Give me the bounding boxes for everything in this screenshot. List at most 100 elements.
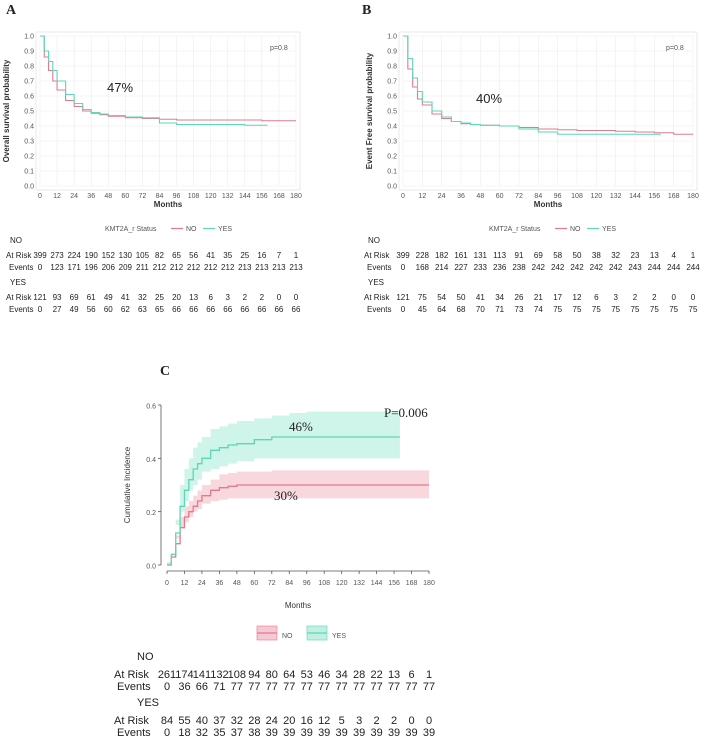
risk-at-risk-value: 13 [388, 669, 400, 681]
risk-at-risk-value: 25 [155, 293, 164, 302]
ci-band-no [167, 470, 429, 565]
risk-events-value: 45 [418, 305, 427, 314]
risk-events-value: 212 [170, 263, 184, 272]
series-line-no [40, 35, 296, 122]
risk-at-risk-value: 399 [396, 251, 410, 260]
percent-annotation-yes: 46% [289, 419, 313, 434]
risk-row-label: Events [9, 305, 33, 314]
x-tick-label: 60 [121, 193, 129, 200]
risk-at-risk-value: 5 [339, 715, 345, 727]
risk-group-name: YES [10, 278, 26, 287]
legend-label-no: NO [282, 633, 293, 640]
risk-events-value: 64 [437, 305, 446, 314]
risk-events-value: 75 [553, 305, 562, 314]
risk-events-value: 206 [102, 263, 116, 272]
risk-at-risk-value: 0 [277, 293, 282, 302]
risk-events-value: 77 [370, 681, 382, 693]
y-axis-title: Cumulative Incidence [123, 446, 132, 523]
risk-at-risk-value: 46 [318, 669, 330, 681]
x-tick-label: 168 [406, 580, 418, 587]
risk-events-value: 65 [155, 305, 164, 314]
x-tick-label: 48 [104, 193, 112, 200]
risk-events-value: 0 [164, 681, 170, 693]
y-tick-label: 0.3 [24, 139, 34, 146]
risk-at-risk-value: 152 [102, 251, 116, 260]
risk-events-value: 242 [570, 263, 584, 272]
risk-events-value: 244 [686, 263, 700, 272]
risk-at-risk-value: 49 [104, 293, 113, 302]
risk-events-value: 244 [648, 263, 662, 272]
risk-row-label: Events [117, 727, 151, 739]
risk-events-value: 77 [405, 681, 417, 693]
risk-events-value: 27 [53, 305, 62, 314]
risk-events-value: 66 [240, 305, 249, 314]
y-tick-label: 0.2 [387, 154, 397, 161]
risk-at-risk-value: 3 [356, 715, 362, 727]
risk-at-risk-value: 13 [650, 251, 659, 260]
risk-events-value: 77 [231, 681, 243, 693]
risk-row-label: Events [367, 305, 391, 314]
risk-events-value: 211 [136, 263, 149, 272]
percent-annotation: 40% [476, 91, 502, 106]
risk-row-label: Events [9, 263, 33, 272]
legend-title: KMT2A_r Status [489, 226, 541, 233]
x-tick-label: 96 [173, 193, 181, 200]
risk-at-risk-value: 16 [301, 715, 313, 727]
risk-at-risk-value: 32 [138, 293, 147, 302]
risk-events-value: 18 [178, 727, 190, 739]
risk-events-value: 233 [474, 263, 488, 272]
risk-at-risk-value: 1 [294, 251, 299, 260]
y-tick-label: 0.6 [387, 94, 397, 101]
risk-at-risk-value: 69 [70, 293, 79, 302]
y-tick-label: 1.0 [387, 34, 397, 41]
risk-events-value: 196 [85, 263, 99, 272]
y-tick-label: 0.0 [387, 184, 397, 191]
x-tick-label: 12 [181, 580, 189, 587]
risk-at-risk-value: 17 [553, 293, 562, 302]
risk-events-value: 66 [223, 305, 232, 314]
risk-events-value: 209 [119, 263, 133, 272]
risk-at-risk-value: 50 [457, 293, 466, 302]
risk-at-risk-value: 132 [210, 669, 228, 681]
y-tick-label: 0.5 [24, 109, 34, 116]
risk-at-risk-value: 69 [534, 251, 543, 260]
x-tick-label: 180 [423, 580, 435, 587]
risk-at-risk-value: 121 [33, 293, 47, 302]
x-tick-label: 72 [515, 193, 523, 200]
risk-at-risk-value: 0 [691, 293, 696, 302]
risk-events-value: 62 [121, 305, 130, 314]
risk-at-risk-value: 23 [631, 251, 640, 260]
legend-label-no: NO [186, 226, 197, 233]
y-tick-label: 0.0 [24, 184, 34, 191]
risk-events-value: 66 [206, 305, 215, 314]
risk-at-risk-value: 64 [283, 669, 295, 681]
series-line-yes [167, 436, 400, 566]
risk-at-risk-value: 6 [408, 669, 414, 681]
p-value: p=0.8 [270, 45, 288, 52]
risk-at-risk-value: 41 [476, 293, 485, 302]
risk-at-risk-value: 273 [50, 251, 64, 260]
x-tick-label: 36 [216, 580, 224, 587]
risk-at-risk-value: 94 [248, 669, 260, 681]
risk-at-risk-value: 58 [553, 251, 562, 260]
risk-at-risk-value: 20 [283, 715, 295, 727]
risk-events-value: 75 [611, 305, 620, 314]
risk-events-value: 70 [476, 305, 485, 314]
series-line-yes [403, 35, 661, 135]
risk-row-label: At Risk [364, 251, 390, 260]
risk-events-value: 244 [667, 263, 681, 272]
x-tick-label: 48 [476, 193, 484, 200]
risk-at-risk-value: 2 [391, 715, 397, 727]
risk-events-value: 123 [50, 263, 64, 272]
risk-events-value: 66 [274, 305, 283, 314]
risk-row-label: At Risk [114, 669, 149, 681]
risk-events-value: 243 [628, 263, 642, 272]
x-tick-label: 84 [534, 193, 542, 200]
series-line-yes [40, 35, 268, 126]
risk-events-value: 77 [301, 681, 313, 693]
y-axis-title: Event Free survival probability [365, 52, 374, 169]
risk-events-value: 242 [551, 263, 565, 272]
risk-events-value: 214 [435, 263, 449, 272]
x-tick-label: 96 [554, 193, 562, 200]
x-tick-label: 12 [53, 193, 61, 200]
